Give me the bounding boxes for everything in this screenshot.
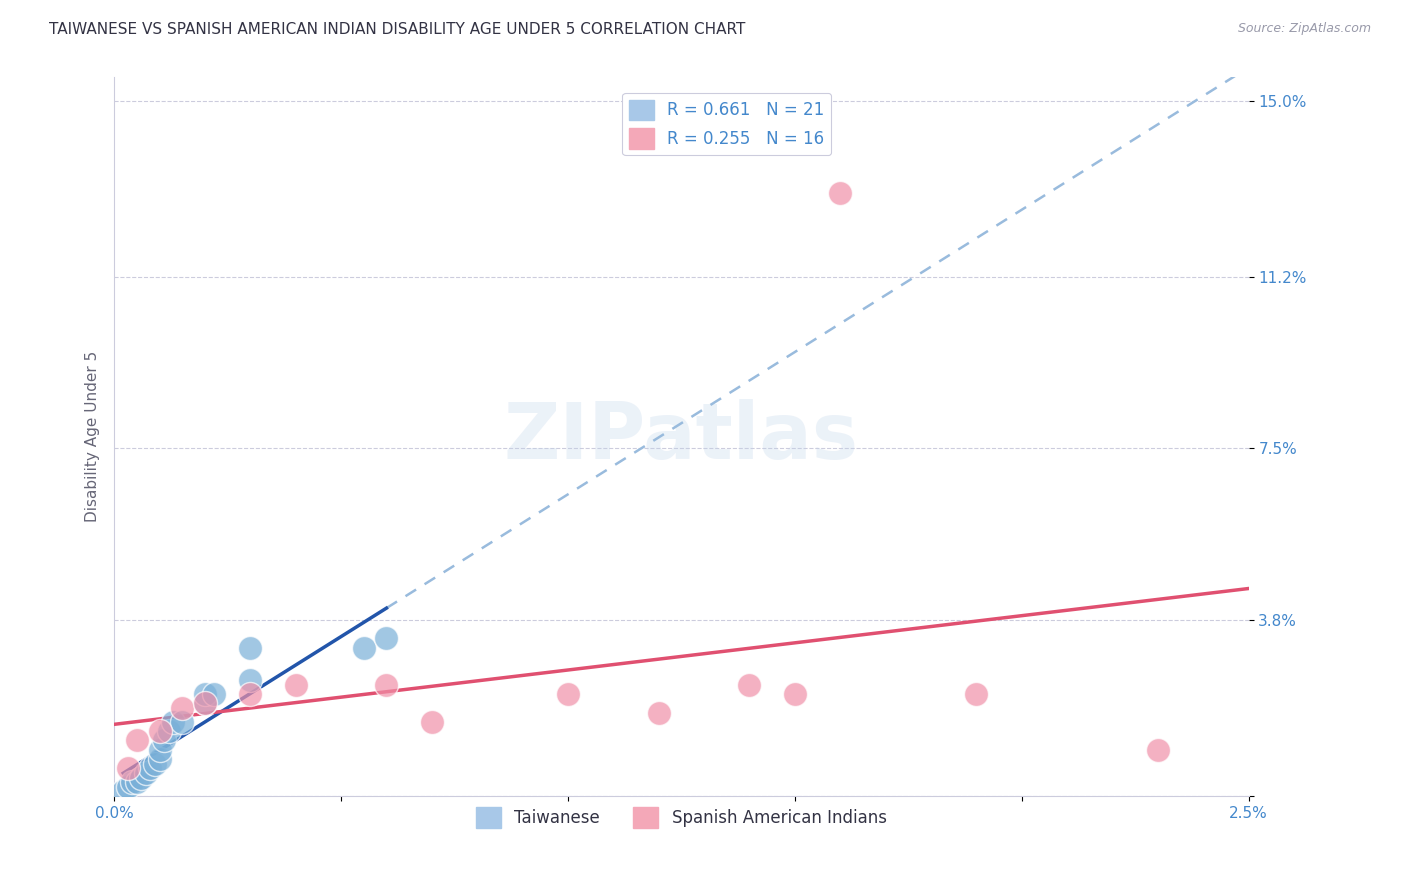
Point <box>239 687 262 701</box>
Point <box>830 186 852 201</box>
Point <box>125 733 148 747</box>
Point <box>121 775 143 789</box>
Point <box>194 697 217 711</box>
Point <box>783 687 806 701</box>
Y-axis label: Disability Age Under 5: Disability Age Under 5 <box>86 351 100 523</box>
Point <box>202 687 225 701</box>
Point <box>420 714 443 729</box>
Point <box>647 706 669 720</box>
Point <box>143 756 166 771</box>
Point <box>284 678 307 692</box>
Point <box>162 714 184 729</box>
Point <box>172 714 194 729</box>
Point <box>194 697 217 711</box>
Point <box>139 761 162 775</box>
Point <box>135 765 157 780</box>
Point <box>375 632 398 646</box>
Point <box>117 780 139 794</box>
Point <box>965 687 987 701</box>
Point <box>239 673 262 688</box>
Point <box>1146 742 1168 756</box>
Point <box>117 761 139 775</box>
Point <box>153 733 176 747</box>
Point <box>148 724 170 739</box>
Point <box>194 687 217 701</box>
Point <box>375 678 398 692</box>
Point <box>131 771 153 785</box>
Point <box>239 640 262 655</box>
Point <box>148 752 170 766</box>
Legend: Taiwanese, Spanish American Indians: Taiwanese, Spanish American Indians <box>470 801 893 835</box>
Text: ZIPatlas: ZIPatlas <box>503 399 859 475</box>
Point <box>125 775 148 789</box>
Text: TAIWANESE VS SPANISH AMERICAN INDIAN DISABILITY AGE UNDER 5 CORRELATION CHART: TAIWANESE VS SPANISH AMERICAN INDIAN DIS… <box>49 22 745 37</box>
Point <box>738 678 761 692</box>
Point <box>172 701 194 715</box>
Point <box>353 640 375 655</box>
Point <box>157 724 180 739</box>
Point <box>557 687 579 701</box>
Text: Source: ZipAtlas.com: Source: ZipAtlas.com <box>1237 22 1371 36</box>
Point <box>148 742 170 756</box>
Point <box>112 784 135 798</box>
